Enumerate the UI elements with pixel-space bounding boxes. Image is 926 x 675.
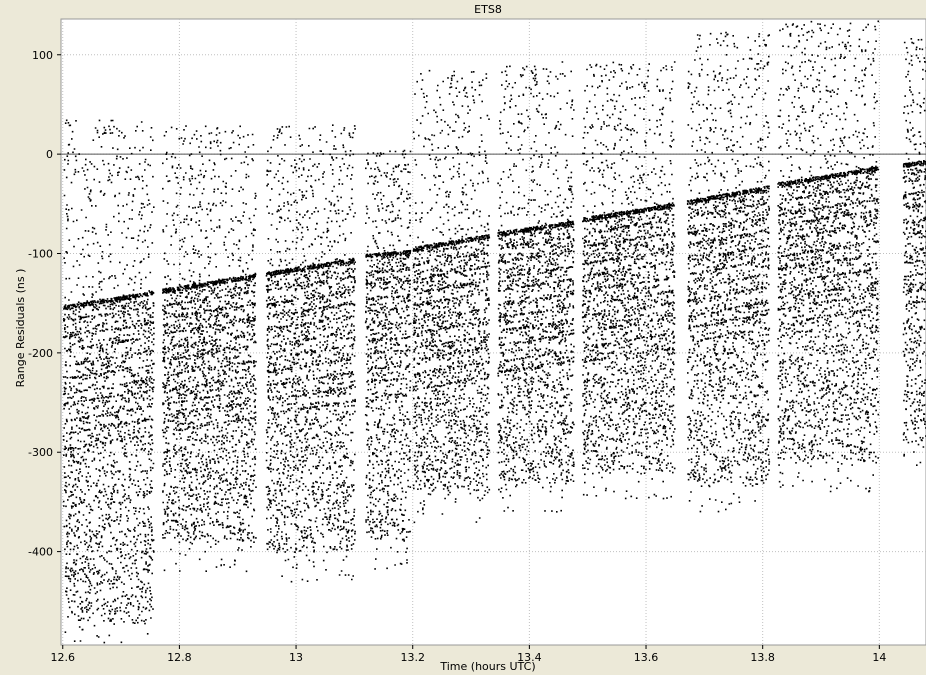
y-tick-label: -100: [28, 248, 53, 261]
y-axis: 100 0 -100 -200 -300 -400: [28, 49, 61, 559]
x-tick-label: 13: [289, 651, 303, 664]
x-tick-label: 13.6: [634, 651, 659, 664]
y-tick-label: 0: [46, 148, 53, 161]
x-axis-label: Time (hours UTC): [439, 660, 535, 673]
y-tick-label: 100: [32, 49, 53, 62]
chart-title: ETS8: [474, 3, 502, 16]
x-tick-label: 13.2: [400, 651, 425, 664]
y-tick-label: -400: [28, 546, 53, 559]
y-tick-label: -300: [28, 446, 53, 459]
y-axis-label: Range Residuals (ns ): [14, 269, 27, 388]
y-tick-label: -200: [28, 347, 53, 360]
x-axis: 12.6 12.8 13 13.2 13.4 13.6 13.8 14: [50, 645, 886, 664]
x-tick-label: 13.4: [517, 651, 542, 664]
x-tick-label: 14: [872, 651, 886, 664]
x-tick-label: 12.6: [50, 651, 75, 664]
x-tick-label: 13.8: [750, 651, 775, 664]
x-tick-label: 12.8: [167, 651, 192, 664]
plot-area: [60, 18, 926, 646]
